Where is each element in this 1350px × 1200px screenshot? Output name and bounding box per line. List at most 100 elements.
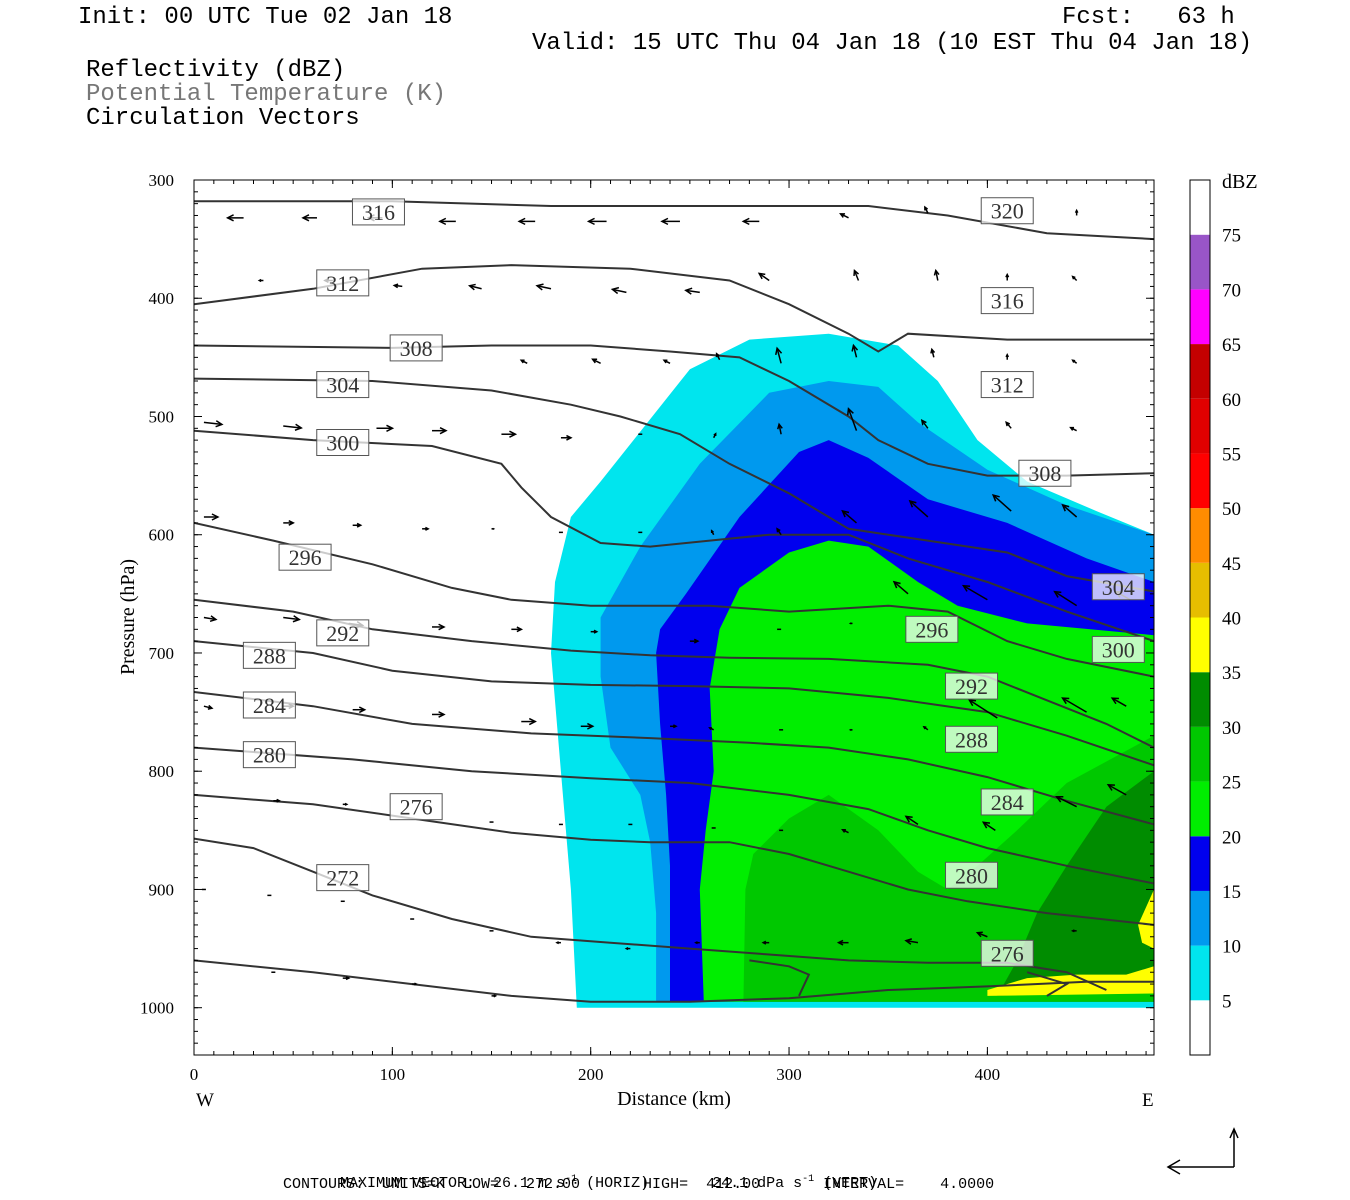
- x-west-label: W: [196, 1090, 214, 1111]
- circulation-vector: [670, 724, 678, 729]
- colorbar-bin: [1190, 562, 1210, 618]
- circulation-vector: [853, 268, 860, 281]
- circulation-vector: [624, 947, 631, 951]
- theta-label: 284: [991, 790, 1024, 815]
- circulation-vector: [848, 728, 853, 731]
- circulation-vector: [776, 527, 782, 536]
- theta-label-box: [389, 334, 443, 362]
- colorbar-bin: [1190, 398, 1210, 454]
- theta-label: 296: [915, 617, 948, 642]
- circulation-vector: [1106, 784, 1127, 796]
- colorbar-level-label: 15: [1222, 882, 1241, 903]
- colorbar-level-label: 75: [1222, 226, 1241, 247]
- theta-label-box: [980, 788, 1034, 816]
- circulation-vector: [392, 283, 403, 289]
- theta-label-box: [389, 793, 443, 821]
- circulation-vector: [712, 432, 717, 439]
- circulation-vector: [922, 725, 929, 731]
- circulation-vector: [432, 711, 446, 718]
- circulation-vector: [203, 704, 214, 710]
- theta-label-box: [905, 615, 959, 643]
- x-tick-label: 200: [578, 1065, 604, 1084]
- reflectivity-region-30: [997, 771, 1154, 996]
- circulation-vector: [710, 529, 715, 536]
- theta-label-box: [980, 939, 1034, 967]
- theta-label-box: [351, 198, 405, 226]
- circulation-vector: [301, 214, 317, 222]
- colorbar-level-label: 30: [1222, 718, 1241, 739]
- circulation-vector: [342, 802, 349, 806]
- circulation-vector: [283, 423, 303, 431]
- colorbar-bin: [1190, 234, 1210, 290]
- x-axis-label: Distance (km): [617, 1088, 731, 1110]
- theta-label: 308: [400, 336, 433, 361]
- theta-label: 272: [326, 866, 359, 891]
- y-tick-label: 600: [149, 526, 175, 545]
- circulation-vector: [352, 706, 367, 714]
- circulation-vector: [491, 527, 496, 530]
- circulation-vector: [908, 499, 929, 518]
- colorbar-level-label: 40: [1222, 609, 1241, 630]
- theta-label-box: [1091, 635, 1145, 663]
- theta-contour-line: [1026, 971, 1070, 997]
- colorbar-level-label: 35: [1222, 663, 1241, 684]
- theta-label-box: [1018, 459, 1072, 487]
- circulation-vector: [1005, 421, 1012, 429]
- theta-label: 288: [253, 643, 286, 668]
- max-vector-vert: 24.1 dPa s: [712, 1175, 803, 1192]
- theta-label-box: [278, 543, 332, 571]
- circulation-vector: [1074, 208, 1079, 216]
- horiz-tag: (HORIZ): [586, 1175, 650, 1192]
- valid-time: Valid: 15 UTC Thu 04 Jan 18 (10 EST Thu …: [532, 30, 1253, 57]
- init-time: Init: 00 UTC Tue 02 Jan 18: [78, 4, 453, 31]
- circulation-vector: [708, 727, 715, 731]
- y-tick-label: 300: [149, 171, 175, 190]
- circulation-vector: [519, 359, 528, 364]
- circulation-vector: [660, 217, 680, 226]
- y-tick-label: 1000: [140, 999, 174, 1018]
- y-tick-label: 800: [149, 762, 175, 781]
- circulation-vector: [892, 580, 909, 595]
- circulation-vector: [203, 513, 220, 521]
- colorbar-bin: [1190, 890, 1210, 946]
- y-tick-label: 400: [149, 289, 175, 308]
- colorbar-level-label: 20: [1222, 827, 1241, 848]
- colorbar-level-label: 60: [1222, 390, 1241, 411]
- theta-label: 312: [326, 271, 359, 296]
- theta-contour-line: [194, 521, 1154, 678]
- colorbar-level-label: 10: [1222, 937, 1241, 958]
- circulation-vector: [904, 938, 919, 945]
- theta-label-box: [980, 287, 1034, 315]
- circulation-vector: [961, 584, 988, 601]
- theta-contour-line: [194, 264, 1154, 353]
- colorbar-bin: [1190, 781, 1210, 837]
- theta-label-box: [945, 725, 999, 753]
- max-vector-line: MAXIMUM VECTOR: 26.1 m s-1 (HORIZ) 24.1 …: [340, 1157, 877, 1192]
- circulation-vector: [376, 424, 395, 432]
- theta-label-box: [316, 371, 370, 399]
- circulation-vector: [930, 347, 936, 358]
- theta-label: 300: [326, 431, 359, 456]
- circulation-vector: [851, 343, 859, 358]
- theta-label: 284: [253, 693, 286, 718]
- circulation-vector: [422, 526, 430, 531]
- circulation-vector: [904, 815, 919, 826]
- x-tick-label: 400: [975, 1065, 1001, 1084]
- y-tick-label: 500: [149, 407, 175, 426]
- circulation-vector: [501, 430, 518, 438]
- x-tick-label: 0: [190, 1065, 199, 1084]
- circulation-vector: [412, 982, 418, 986]
- theta-label-box: [1091, 573, 1145, 601]
- circulation-vector: [841, 509, 857, 524]
- circulation-vector: [586, 217, 607, 226]
- theta-label: 276: [991, 941, 1024, 966]
- theta-label: 312: [991, 373, 1024, 398]
- circulation-vector: [438, 217, 456, 226]
- theta-label-box: [945, 672, 999, 700]
- theta-contour-line: [194, 429, 1154, 643]
- circulation-vector: [846, 407, 858, 431]
- circulation-vector: [590, 629, 599, 634]
- circulation-vector: [848, 622, 853, 625]
- colorbar-unit: dBZ: [1222, 171, 1258, 193]
- reflectivity-region-35: [1138, 889, 1154, 949]
